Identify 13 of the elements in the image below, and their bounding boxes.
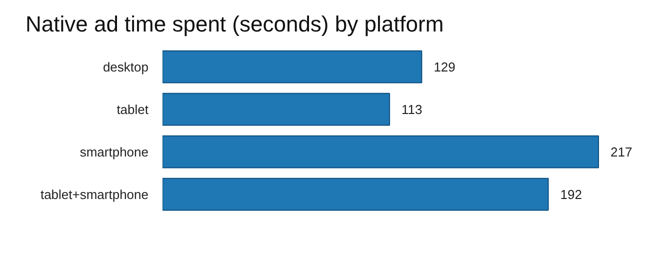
data-label: 129: [434, 59, 456, 74]
bar: [162, 178, 549, 211]
bar: [162, 50, 422, 84]
data-label: 217: [610, 144, 632, 160]
data-label: 192: [560, 186, 582, 202]
y-tick-label: smartphone: [80, 144, 149, 160]
data-label: 113: [402, 102, 422, 117]
y-tick-label: tablet: [116, 102, 149, 117]
chart-title: Native ad time spent (seconds) by platform: [26, 12, 444, 36]
y-tick-label: desktop: [102, 59, 149, 74]
bar: [162, 135, 599, 168]
bar: [162, 92, 390, 126]
y-tick-label: tablet+smartphone: [40, 186, 149, 202]
